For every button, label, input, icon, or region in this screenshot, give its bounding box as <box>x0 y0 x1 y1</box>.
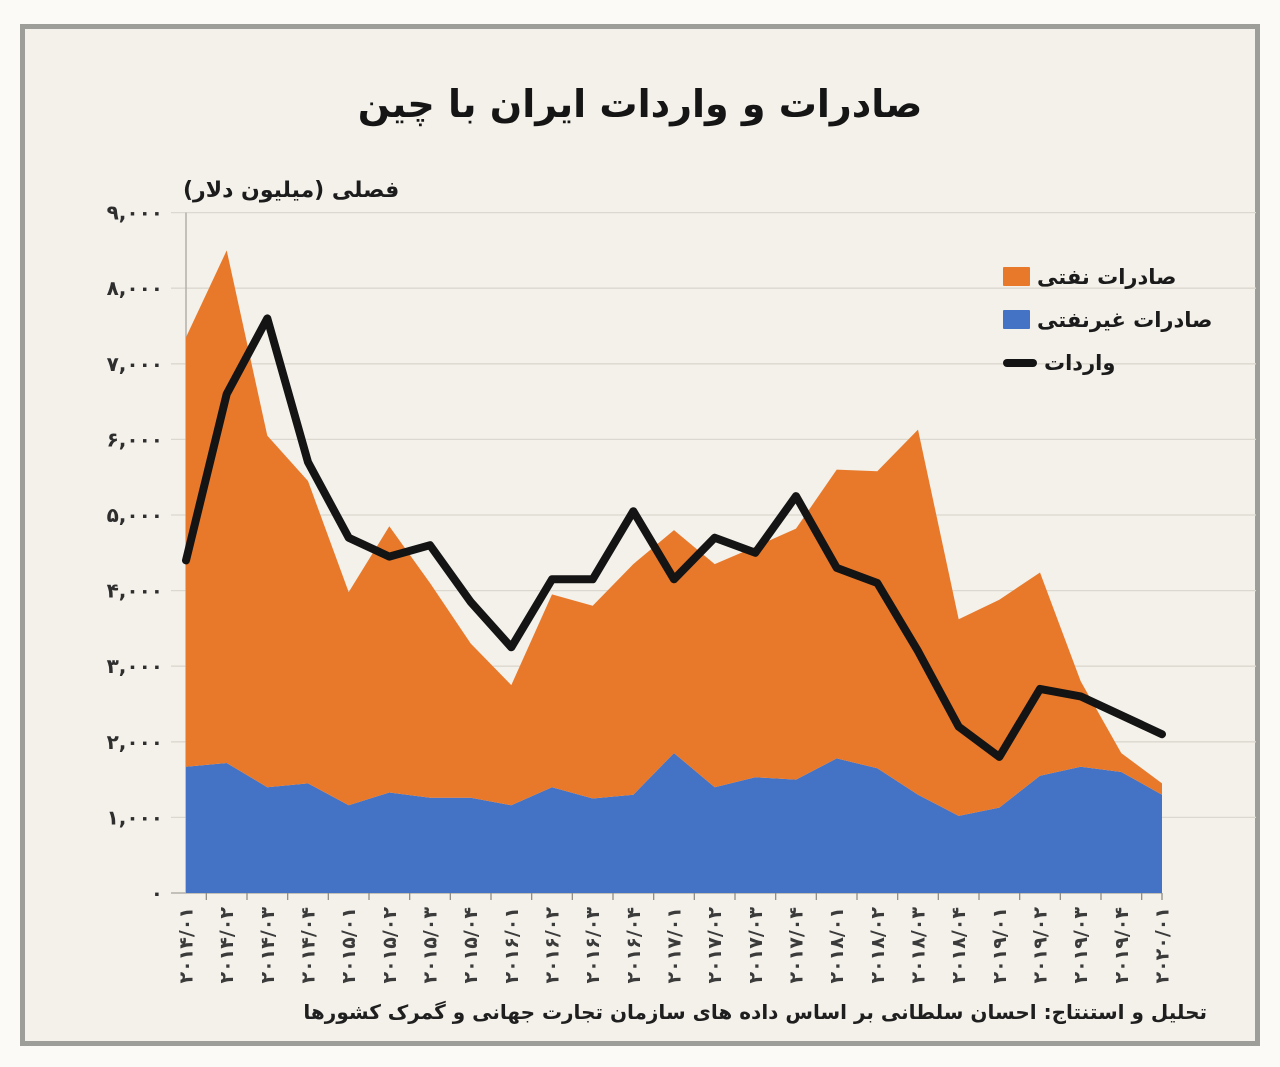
x-tick-label: ۲۰۱۶/۰۲ <box>542 907 564 984</box>
x-tick-label: ۲۰۱۵/۰۴ <box>460 907 482 984</box>
y-tick-label: ۲,۰۰۰ <box>107 730 163 754</box>
legend-item-imports: واردات <box>1003 346 1253 379</box>
legend-label-imports: واردات <box>1044 350 1116 375</box>
x-tick-label: ۲۰۱۷/۰۴ <box>786 907 808 984</box>
x-tick-label: ۲۰۱۹/۰۳ <box>1070 907 1092 984</box>
chart-title: صادرات و واردات ایران با چین <box>357 82 923 126</box>
x-tick-label: ۲۰۱۴/۰۲ <box>216 907 238 984</box>
x-tick-label: ۲۰۱۵/۰۱ <box>338 907 360 984</box>
x-tick-label: ۲۰۱۵/۰۳ <box>420 907 442 984</box>
y-tick-label: ۰ <box>151 881 163 905</box>
x-tick-label: ۲۰۱۴/۰۳ <box>257 907 279 984</box>
x-tick-label: ۲۰۱۴/۰۴ <box>298 907 320 984</box>
source-note: تحلیل و استنتاج: احسان سلطانی بر اساس دا… <box>303 1000 1207 1024</box>
legend-item-non_oil: صادرات غیرنفتی <box>1003 303 1253 336</box>
x-tick-label: ۲۰۱۸/۰۳ <box>908 907 930 984</box>
x-tick-label: ۲۰۱۶/۰۱ <box>501 907 523 984</box>
x-tick-label: ۲۰۱۷/۰۳ <box>745 907 767 984</box>
oil-swatch <box>1003 267 1030 286</box>
x-tick-label: ۲۰۱۷/۰۱ <box>664 907 686 984</box>
oil-exports-area <box>186 250 1162 816</box>
y-tick-label: ۸,۰۰۰ <box>107 276 163 300</box>
y-tick-label: ۱,۰۰۰ <box>107 805 163 829</box>
y-axis-title: فصلی (میلیون دلار) <box>183 178 400 203</box>
legend-label-oil: صادرات نفتی <box>1037 264 1177 289</box>
y-tick-label: ۶,۰۰۰ <box>107 427 163 451</box>
imports-line <box>182 314 1166 761</box>
legend: صادرات نفتی صادرات غیرنفتی واردات <box>1003 260 1253 389</box>
imports-line-marker <box>1003 358 1037 367</box>
x-tick-label: ۲۰۲۰/۰۱ <box>1152 907 1174 984</box>
non-oil-exports-area <box>186 753 1162 893</box>
y-tick-label: ۷,۰۰۰ <box>107 352 163 376</box>
x-tick-label: ۲۰۱۶/۰۳ <box>582 907 604 984</box>
x-tick-label: ۲۰۱۸/۰۴ <box>948 907 970 984</box>
x-tick-label: ۲۰۱۴/۰۱ <box>176 907 198 984</box>
x-tick-label: ۲۰۱۶/۰۴ <box>623 907 645 984</box>
legend-label-non_oil: صادرات غیرنفتی <box>1037 307 1213 332</box>
y-tick-label: ۹,۰۰۰ <box>107 201 163 225</box>
x-tick-label: ۲۰۱۵/۰۲ <box>379 907 401 984</box>
legend-item-oil: صادرات نفتی <box>1003 260 1253 293</box>
y-tick-label: ۵,۰۰۰ <box>107 503 163 527</box>
y-tick-label: ۴,۰۰۰ <box>107 579 163 603</box>
x-tick-label: ۲۰۱۹/۰۴ <box>1111 907 1133 984</box>
x-tick-label: ۲۰۱۸/۰۲ <box>867 907 889 984</box>
non_oil-swatch <box>1003 310 1030 329</box>
x-tick-label: ۲۰۱۸/۰۱ <box>826 907 848 984</box>
x-tick-label: ۲۰۱۹/۰۲ <box>1030 907 1052 984</box>
x-tick-label: ۲۰۱۷/۰۲ <box>704 907 726 984</box>
x-tick-label: ۲۰۱۹/۰۱ <box>989 907 1011 984</box>
y-tick-label: ۳,۰۰۰ <box>107 654 163 678</box>
